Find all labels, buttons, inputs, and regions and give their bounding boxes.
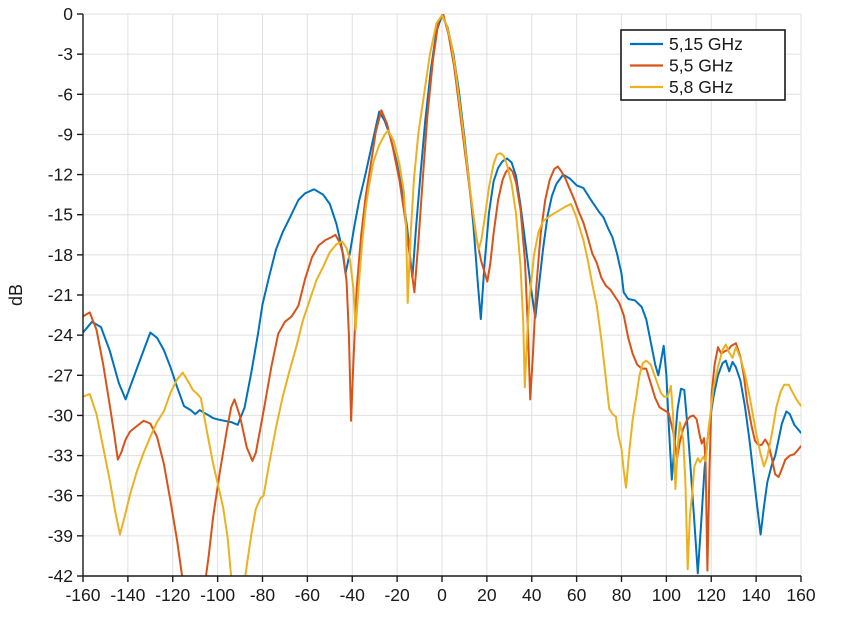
y-tick-label: -42 xyxy=(48,566,73,586)
y-tick-label: -18 xyxy=(48,245,73,265)
x-tick-label: 80 xyxy=(612,585,632,605)
legend-label-5-5-ghz: 5,5 GHz xyxy=(669,56,733,76)
series-line-5-8-ghz xyxy=(83,14,801,576)
y-tick-label: -33 xyxy=(48,446,73,466)
y-axis-label: dB xyxy=(6,284,26,306)
series-line-5-5-ghz xyxy=(83,14,801,576)
y-tick-label: -9 xyxy=(57,124,73,144)
x-tick-label: 120 xyxy=(697,585,726,605)
x-tick-label: -80 xyxy=(250,585,276,605)
y-tick-label: -21 xyxy=(48,285,73,305)
y-tick-label: -6 xyxy=(57,84,73,104)
x-tick-label: 100 xyxy=(652,585,681,605)
x-tick-label: -60 xyxy=(295,585,321,605)
x-tick-label: -20 xyxy=(384,585,410,605)
y-tick-label: -36 xyxy=(48,486,73,506)
y-tick-label: -12 xyxy=(48,165,73,185)
axes xyxy=(77,13,802,582)
x-tick-label: -100 xyxy=(200,585,235,605)
x-tick-label: 20 xyxy=(477,585,497,605)
x-tick-label: -160 xyxy=(65,585,100,605)
x-tick-label: 160 xyxy=(786,585,815,605)
y-tick-label: -30 xyxy=(48,405,74,425)
x-tick-label: 40 xyxy=(522,585,542,605)
y-tick-label: -15 xyxy=(48,205,73,225)
y-tick-label: 0 xyxy=(63,4,73,24)
y-tick-label: -27 xyxy=(48,365,73,385)
legend-label-5-15-ghz: 5,15 GHz xyxy=(669,34,743,54)
x-tick-label: -40 xyxy=(340,585,366,605)
x-tick-label: 140 xyxy=(742,585,771,605)
x-tick-label: 0 xyxy=(437,585,447,605)
y-tick-label: -24 xyxy=(48,325,74,345)
data-series-layer xyxy=(83,14,801,576)
legend-label-5-8-ghz: 5,8 GHz xyxy=(669,77,733,97)
x-tick-label: -120 xyxy=(155,585,190,605)
x-tick-label: 60 xyxy=(567,585,587,605)
y-tick-label: -3 xyxy=(57,44,73,64)
x-tick-label: -140 xyxy=(110,585,145,605)
y-tick-label: -39 xyxy=(48,526,73,546)
tick-labels: -160 -140 -120 -100 -80 -60 -40 -20 0 20 40 60 80 100… xyxy=(48,4,816,605)
